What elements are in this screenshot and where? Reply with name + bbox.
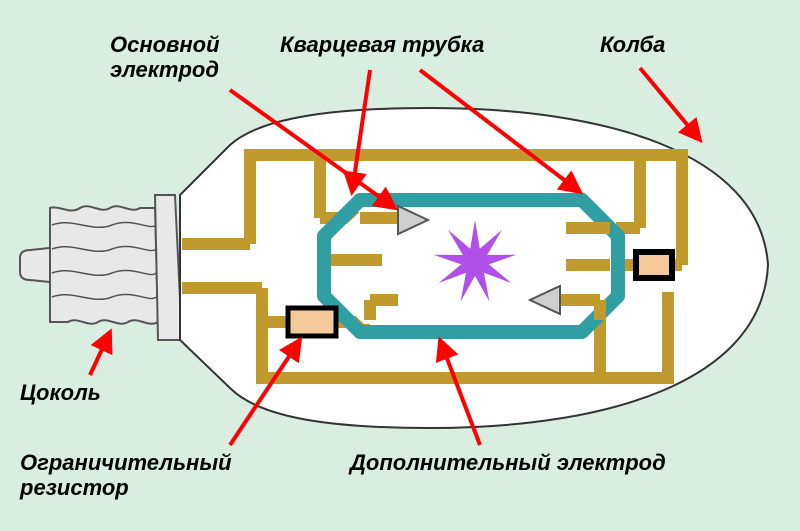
- label-aux-electrode: Дополнительный электрод: [350, 450, 666, 475]
- lamp-diagram: Основнойэлектрод Кварцевая трубка Колба Цок…: [0, 0, 800, 531]
- label-resistor: Ограничительныйрезистор: [20, 450, 232, 501]
- arrow-bulb: [640, 68, 700, 140]
- resistor: [288, 308, 336, 336]
- aux-electrode: [636, 252, 672, 278]
- label-main-electrode: Основнойэлектрод: [110, 32, 220, 83]
- label-quartz-tube: Кварцевая трубка: [280, 32, 484, 57]
- label-bulb: Колба: [600, 32, 665, 57]
- arrow-base: [90, 332, 110, 375]
- label-base: Цоколь: [20, 380, 101, 405]
- lamp-base: [20, 195, 182, 340]
